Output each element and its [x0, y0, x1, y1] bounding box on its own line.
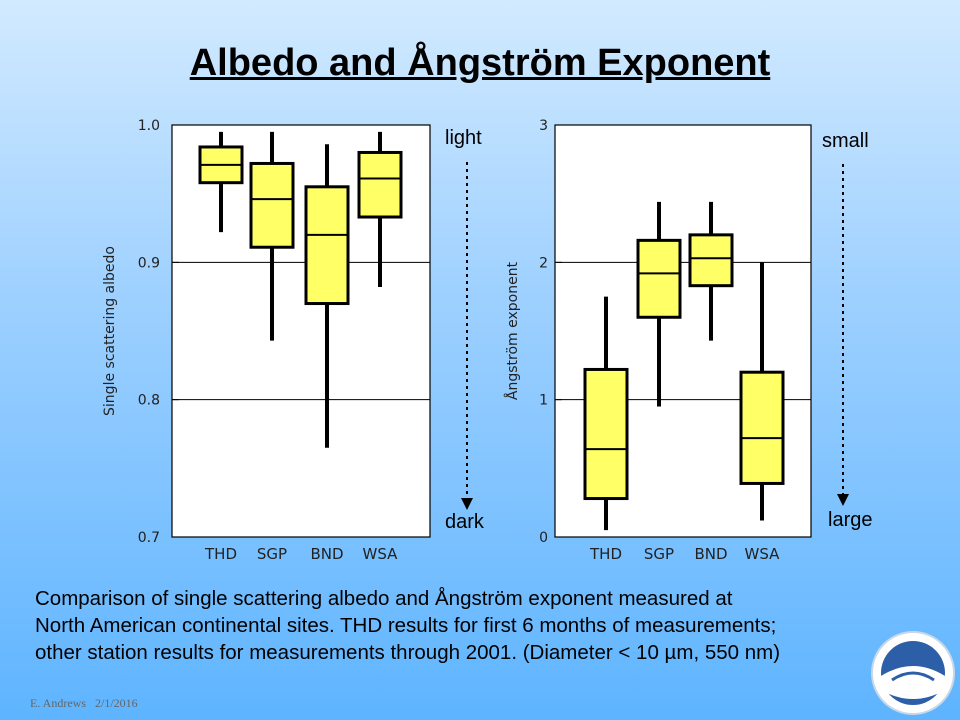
caption-line-1: Comparison of single scattering albedo a… [35, 587, 733, 610]
angstrom-box-iqr [636, 238, 682, 319]
angstrom-box-iqr [688, 233, 734, 288]
albedo-box-iqr [357, 150, 403, 219]
albedo-box-thd [198, 131, 244, 233]
angstrom-box-iqr [739, 370, 785, 485]
albedo-box-wsa [357, 131, 403, 288]
albedo-y-tick-label: 0.8 [138, 393, 160, 409]
albedo-y-tick-label: 0.9 [138, 255, 160, 271]
angstrom-box-bnd [688, 201, 734, 341]
angstrom-y-axis-label: Ångström exponent [504, 261, 521, 400]
footer-date: 2/1/2016 [95, 696, 138, 710]
albedo-y-tick-label: 0.7 [138, 530, 160, 546]
angstrom-y-tick-label: 2 [539, 255, 548, 271]
footer-author: E. Andrews [30, 696, 86, 710]
angstrom-annotation-bottom: large [828, 509, 872, 531]
albedo-x-tick-label: THD [204, 545, 237, 563]
albedo-x-tick-label: BND [310, 545, 343, 563]
albedo-box-iqr [249, 161, 295, 249]
angstrom-arrow-head [837, 494, 849, 506]
angstrom-y-tick-label: 3 [539, 118, 548, 134]
albedo-box-bnd [304, 144, 350, 448]
albedo-annotation-bottom: dark [445, 511, 485, 533]
albedo-y-axis-label: Single scattering albedo [102, 246, 118, 416]
angstrom-box-iqr [583, 367, 629, 501]
albedo-x-tick-label: WSA [363, 545, 399, 563]
albedo-annotation-top: light [445, 127, 482, 149]
angstrom-x-tick-label: SGP [644, 545, 674, 563]
angstrom-annotation-top: small [822, 130, 869, 152]
angstrom-x-tick-label: WSA [745, 545, 781, 563]
angstrom-y-tick-label: 1 [539, 393, 548, 409]
slide-title: Albedo and Ångström Exponent [189, 42, 771, 84]
albedo-arrow-head [461, 498, 473, 510]
caption-line-3: other station results for measurements t… [35, 641, 781, 664]
angstrom-y-tick-label: 0 [539, 530, 548, 546]
angstrom-x-tick-label: BND [694, 545, 727, 563]
angstrom-box-wsa [739, 262, 785, 521]
albedo-box-sgp [249, 131, 295, 341]
caption: Comparison of single scattering albedo a… [35, 585, 925, 666]
angstrom-x-tick-label: THD [589, 545, 622, 563]
angstrom-chart: 0 1 2 3 THD SGP BND WSA Ångström exponent smal… [504, 118, 872, 563]
noaa-logo [871, 631, 955, 715]
albedo-x-tick-label: SGP [257, 545, 287, 563]
angstrom-box-sgp [636, 201, 682, 407]
albedo-y-tick-label: 1.0 [138, 118, 160, 134]
albedo-chart: 0.7 0.8 0.9 1.0 THD SGP BND WSA Single scatter… [102, 118, 485, 563]
albedo-box-iqr [304, 185, 350, 306]
footer: E. Andrews 2/1/2016 [30, 696, 138, 711]
caption-line-2: North American continental sites. THD re… [35, 614, 777, 637]
angstrom-box-thd [583, 296, 629, 531]
